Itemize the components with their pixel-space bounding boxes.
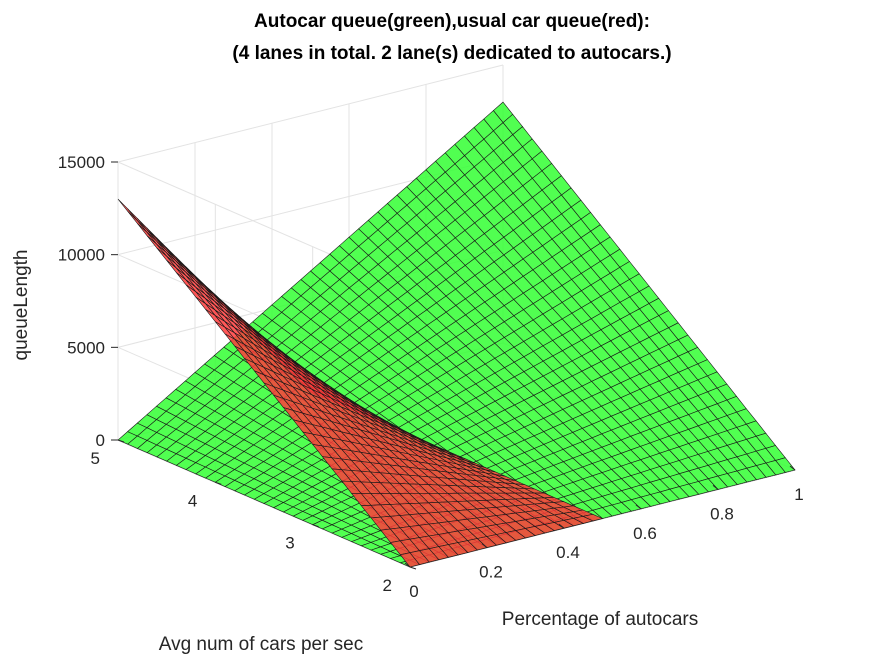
z-tick-label: 5000 — [67, 338, 105, 357]
y-tick-label: 3 — [285, 534, 294, 553]
red-surface-patch — [582, 513, 604, 522]
y-tick-label: 2 — [383, 576, 392, 595]
y-tick-label: 4 — [188, 491, 197, 510]
y-axis-label: Avg num of cars per sec — [159, 634, 364, 655]
grid-line — [117, 64, 504, 163]
x-tick-mark — [712, 485, 719, 490]
x-tick-label: 0.6 — [633, 524, 657, 543]
x-tick-label: 0.4 — [556, 543, 580, 562]
y-tick-mark — [409, 566, 417, 570]
y-tick-mark — [312, 524, 319, 528]
chart-title-line-1: Autocar queue(green),usual car queue(red… — [254, 11, 650, 32]
chart-title-line-2: (4 lanes in total. 2 lane(s) dedicated t… — [232, 43, 671, 64]
x-tick-mark — [404, 562, 411, 568]
x-tick-mark — [481, 543, 488, 548]
y-tick-mark — [215, 481, 222, 485]
x-tick-label: 0.8 — [710, 504, 734, 523]
x-tick-label: 1 — [794, 485, 803, 504]
z-axis-label: queueLength — [11, 250, 32, 361]
z-tick-label: 0 — [96, 431, 105, 450]
x-tick-mark — [635, 504, 642, 510]
surface-plots — [117, 101, 796, 568]
x-axis-label: Percentage of autocars — [502, 609, 698, 630]
z-tick-label: 15000 — [58, 153, 105, 172]
x-tick-label: 0 — [409, 582, 418, 601]
z-tick-label: 10000 — [58, 246, 105, 265]
y-tick-label: 5 — [91, 449, 100, 468]
x-tick-mark — [558, 523, 565, 529]
y-tick-mark — [117, 439, 125, 443]
x-tick-label: 0.2 — [479, 563, 503, 582]
x-tick-mark — [789, 465, 796, 471]
green-surface-patch — [775, 457, 796, 473]
